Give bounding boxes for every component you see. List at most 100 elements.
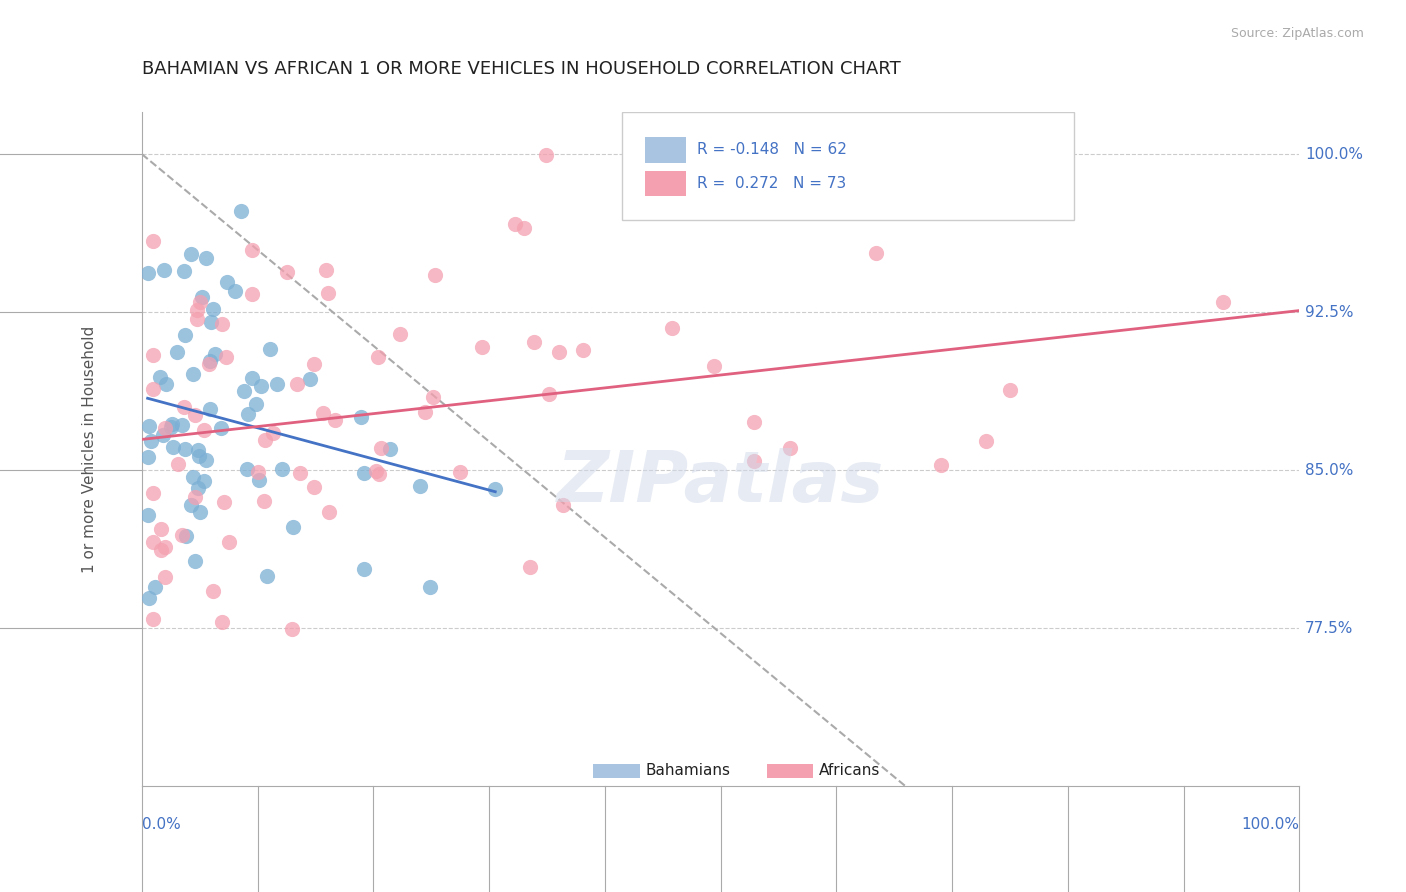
- Point: [389, 327, 412, 342]
- Text: 77.5%: 77.5%: [1305, 621, 1354, 636]
- Point: [449, 466, 471, 480]
- Text: Bahamians: Bahamians: [645, 764, 730, 779]
- Point: [323, 413, 346, 427]
- Point: [519, 559, 541, 574]
- Point: [353, 466, 375, 480]
- Point: [413, 405, 436, 419]
- Point: [173, 328, 195, 343]
- Point: [236, 462, 259, 476]
- Point: [184, 408, 207, 422]
- Point: [184, 554, 207, 568]
- Point: [315, 263, 337, 277]
- Point: [302, 480, 325, 494]
- Point: [200, 315, 222, 329]
- Point: [142, 535, 165, 549]
- Point: [538, 387, 561, 401]
- Text: 1 or more Vehicles in Household: 1 or more Vehicles in Household: [82, 326, 97, 573]
- Point: [142, 382, 165, 396]
- Point: [370, 441, 392, 455]
- Point: [233, 384, 256, 398]
- Point: [224, 284, 246, 298]
- Point: [149, 369, 172, 384]
- Point: [191, 290, 214, 304]
- Point: [247, 465, 270, 479]
- Point: [281, 623, 304, 637]
- Point: [187, 449, 209, 463]
- Point: [187, 442, 209, 457]
- Point: [408, 479, 430, 493]
- Point: [215, 275, 238, 289]
- Point: [534, 148, 557, 162]
- Point: [215, 350, 238, 364]
- Point: [211, 615, 233, 630]
- Point: [238, 407, 260, 421]
- Text: R = -0.148   N = 62: R = -0.148 N = 62: [697, 142, 848, 157]
- Point: [262, 425, 284, 440]
- Point: [180, 247, 202, 261]
- Point: [180, 498, 202, 512]
- Point: [366, 465, 388, 479]
- Point: [547, 345, 569, 359]
- Point: [422, 391, 444, 405]
- Point: [188, 506, 211, 520]
- Point: [187, 481, 209, 495]
- FancyBboxPatch shape: [593, 764, 640, 779]
- Point: [318, 505, 340, 519]
- Point: [311, 406, 333, 420]
- Point: [183, 490, 205, 504]
- Point: [174, 442, 197, 456]
- Point: [198, 357, 221, 371]
- Point: [281, 520, 304, 534]
- Point: [188, 294, 211, 309]
- Point: [742, 415, 765, 429]
- Point: [136, 450, 159, 464]
- Point: [193, 423, 215, 437]
- Point: [166, 457, 188, 471]
- Point: [152, 427, 174, 442]
- Point: [350, 410, 373, 425]
- Point: [204, 347, 226, 361]
- Point: [218, 534, 240, 549]
- Point: [186, 312, 208, 326]
- Point: [136, 508, 159, 522]
- Point: [523, 334, 546, 349]
- Point: [353, 562, 375, 576]
- Point: [195, 252, 218, 266]
- Point: [285, 376, 308, 391]
- Point: [484, 482, 506, 496]
- Text: 100.0%: 100.0%: [1305, 146, 1364, 161]
- Point: [271, 461, 294, 475]
- Point: [253, 493, 276, 508]
- Point: [211, 317, 233, 331]
- Point: [195, 452, 218, 467]
- Point: [162, 440, 184, 454]
- Point: [153, 421, 176, 435]
- Point: [253, 433, 276, 447]
- Point: [250, 378, 273, 392]
- FancyBboxPatch shape: [623, 112, 1074, 219]
- Point: [139, 434, 162, 448]
- Point: [240, 286, 263, 301]
- Point: [142, 348, 165, 362]
- Text: 85.0%: 85.0%: [1305, 463, 1354, 478]
- Point: [173, 263, 195, 277]
- FancyBboxPatch shape: [645, 170, 686, 196]
- Point: [378, 442, 401, 456]
- Text: 92.5%: 92.5%: [1305, 305, 1354, 319]
- Point: [367, 350, 389, 364]
- Point: [229, 203, 252, 218]
- Point: [302, 357, 325, 371]
- Point: [1212, 294, 1234, 309]
- Point: [276, 265, 298, 279]
- Point: [173, 400, 195, 414]
- Point: [240, 243, 263, 257]
- Point: [998, 383, 1021, 397]
- Point: [551, 498, 574, 512]
- Point: [136, 266, 159, 280]
- Point: [186, 302, 208, 317]
- Point: [166, 345, 188, 359]
- Point: [143, 580, 166, 594]
- Point: [138, 418, 160, 433]
- Point: [240, 370, 263, 384]
- Text: Source: ZipAtlas.com: Source: ZipAtlas.com: [1230, 27, 1364, 40]
